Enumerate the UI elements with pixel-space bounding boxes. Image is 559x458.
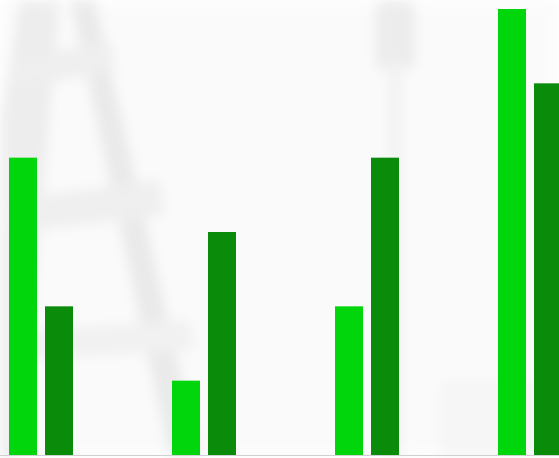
bar xyxy=(371,157,399,455)
bar xyxy=(208,232,236,455)
bar xyxy=(335,306,363,455)
bar xyxy=(172,380,200,455)
bar xyxy=(45,306,73,455)
bar xyxy=(534,83,559,455)
bar xyxy=(498,9,526,455)
bar xyxy=(9,157,37,455)
